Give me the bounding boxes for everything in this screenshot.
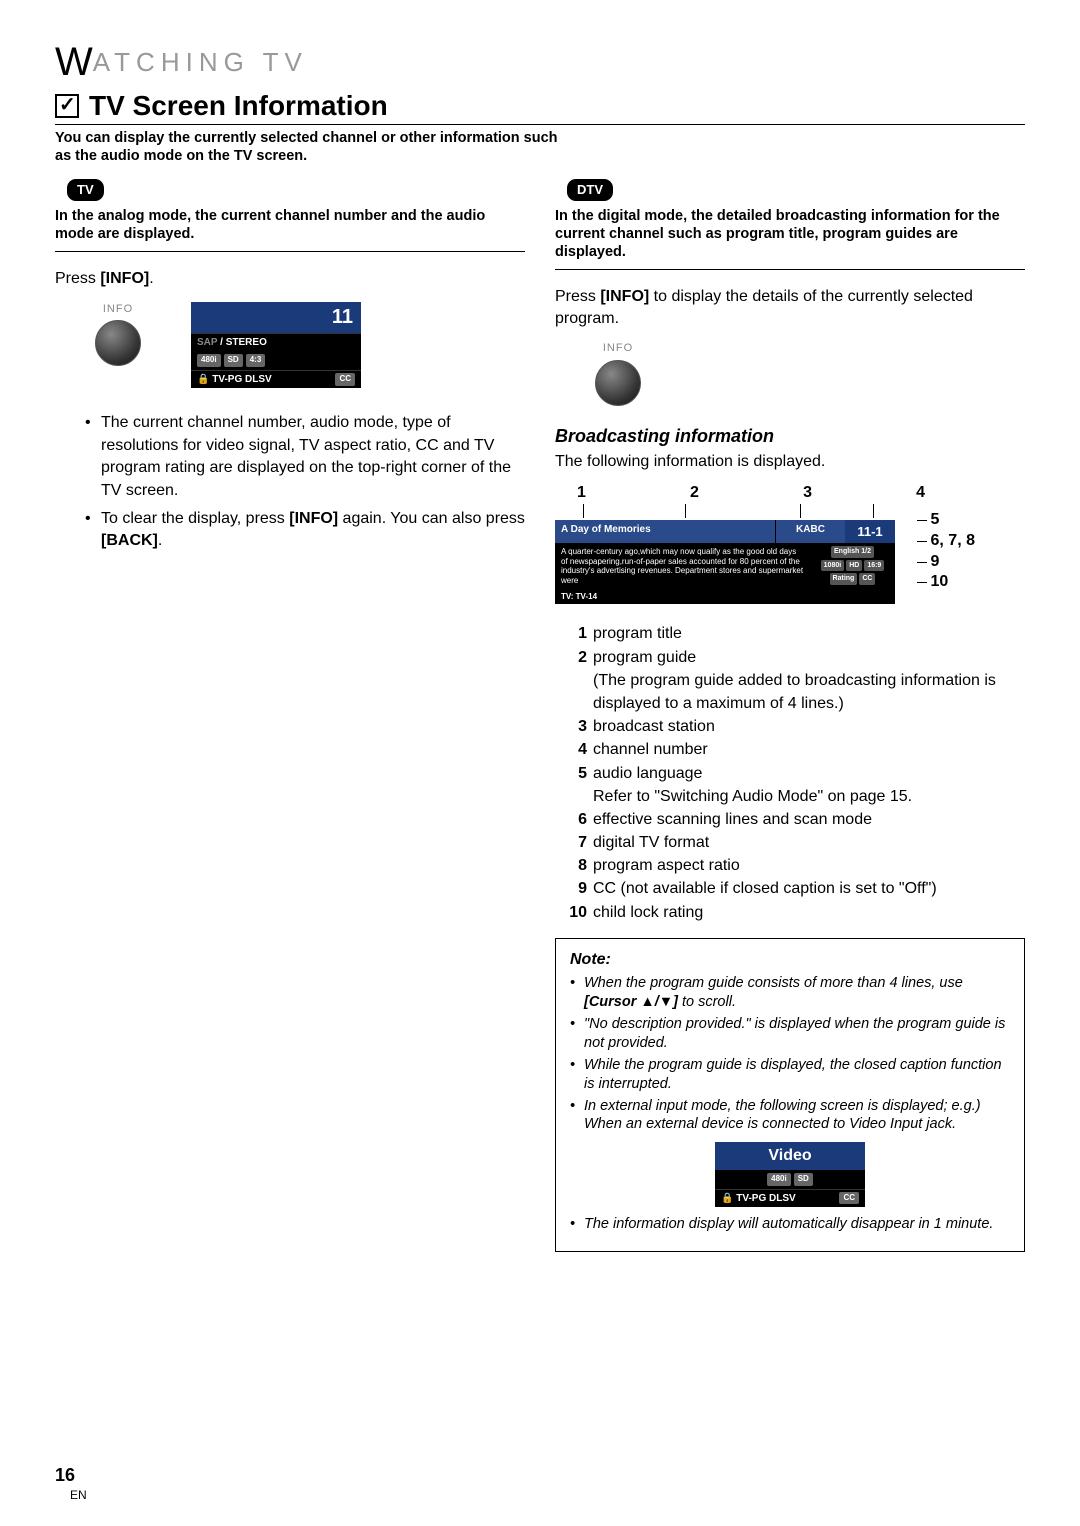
dtv-side-badges: English 1/2 1080i HD 16:9 Rating CC [810, 543, 895, 589]
video-osd: Video 480i SD 🔒 TV-PG DLSV CC [715, 1142, 865, 1207]
section-header: WATCHING TV [55, 40, 1025, 85]
broadcasting-subhead: Broadcasting information [555, 424, 1025, 448]
info-button-icon [595, 360, 641, 406]
header-rest: ATCHING TV [93, 47, 308, 77]
tv-column: TV In the analog mode, the current chann… [55, 179, 525, 1252]
checkbox-icon [55, 94, 79, 118]
note-item: In external input mode, the following sc… [570, 1097, 1010, 1135]
tv-desc: In the analog mode, the current channel … [55, 207, 525, 243]
callout-top: 1 2 3 4 [555, 482, 935, 504]
side-callouts: 5 6, 7, 8 9 10 [917, 510, 975, 593]
video-osd-title: Video [715, 1142, 865, 1170]
osd-audio: SAP / STEREO [191, 333, 361, 352]
tv-osd: 11 SAP / STEREO 480i SD 4:3 🔒 TV-PG DLSV… [191, 302, 361, 389]
note-title: Note: [570, 949, 1010, 971]
dtv-column: DTV In the digital mode, the detailed br… [555, 179, 1025, 1252]
legend-list: 1program title 2program guide (The progr… [563, 622, 1025, 923]
bullet: To clear the display, press [INFO] again… [85, 508, 525, 553]
note-item: When the program guide consists of more … [570, 974, 1010, 1012]
header-letter: W [55, 40, 93, 84]
dtv-guide: A quarter-century ago,which may now qual… [555, 543, 810, 589]
osd-channel: 11 [191, 302, 361, 333]
note-item: While the program guide is displayed, th… [570, 1056, 1010, 1094]
dtv-press: Press [INFO] to display the details of t… [555, 286, 1025, 329]
tv-tag: TV [67, 179, 104, 201]
intro-text: You can display the currently selected c… [55, 129, 575, 165]
title-row: TV Screen Information [55, 90, 1025, 125]
info-button-graphic: INFO [95, 302, 141, 367]
tv-bullets: The current channel number, audio mode, … [85, 412, 525, 552]
note-box: Note: When the program guide consists of… [555, 938, 1025, 1252]
rule [555, 269, 1025, 270]
info-button-icon [95, 320, 141, 366]
info-label: INFO [595, 341, 641, 356]
dtv-tag: DTV [567, 179, 613, 201]
dtv-osd: A Day of Memories KABC 11-1 A quarter-ce… [555, 520, 895, 605]
page-number: 16 [55, 1465, 75, 1486]
info-label: INFO [95, 302, 141, 317]
dtv-chnum: 11-1 [845, 520, 895, 544]
callout-ticks [555, 504, 935, 520]
page-lang: EN [70, 1488, 87, 1502]
info-button-graphic: INFO [595, 341, 641, 406]
page-title: TV Screen Information [89, 90, 388, 122]
rule [55, 251, 525, 252]
broadcasting-subline: The following information is displayed. [555, 451, 1025, 473]
note-item: "No description provided." is displayed … [570, 1015, 1010, 1053]
dtv-bottom-rating: TV: TV-14 [555, 590, 895, 605]
dtv-title: A Day of Memories [555, 520, 775, 544]
bullet: The current channel number, audio mode, … [85, 412, 525, 502]
dtv-station: KABC [775, 520, 845, 544]
dtv-desc: In the digital mode, the detailed broadc… [555, 207, 1025, 261]
tv-press: Press [INFO]. [55, 268, 525, 290]
dtv-diagram: 1 2 3 4 A Day of Memories KABC 11-1 A qu… [555, 482, 935, 604]
note-item: The information display will automatical… [570, 1215, 1010, 1234]
osd-rating: 🔒 TV-PG DLSV CC [191, 370, 361, 389]
osd-badges: 480i SD 4:3 [191, 351, 361, 370]
